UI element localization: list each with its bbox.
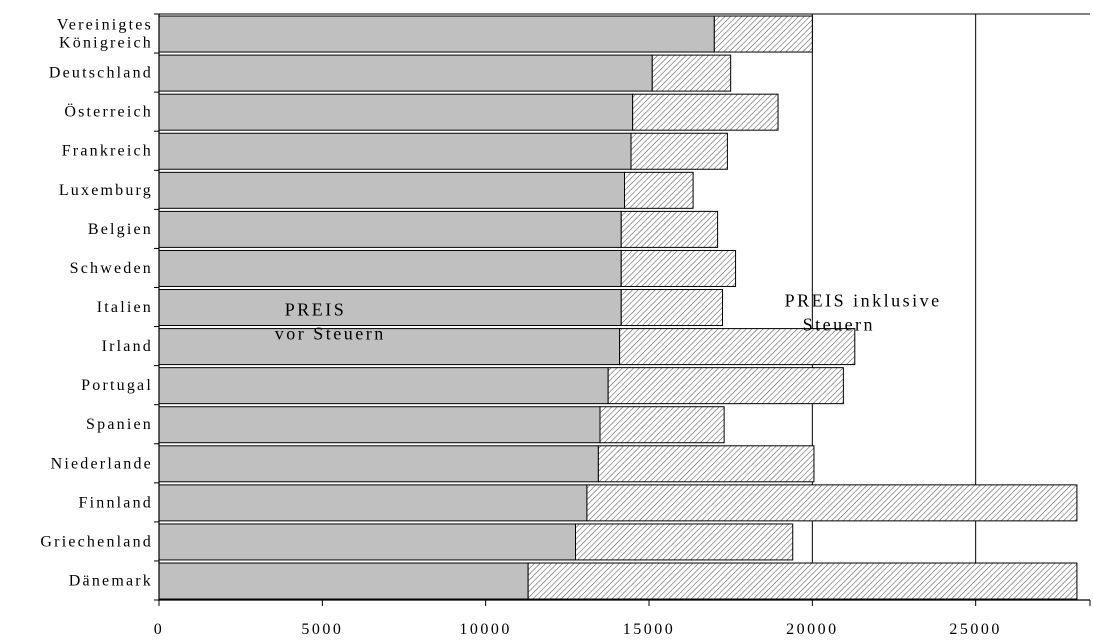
category-label-osterreich: Österreich — [64, 103, 153, 121]
axes — [154, 13, 1091, 606]
bar-base-schweden — [158, 249, 622, 287]
category-label-finnland: Finnland — [79, 494, 154, 511]
bar-base-belgien — [158, 210, 622, 248]
tick-labels: 0 5000 10000 15000 20000 25000 — [154, 621, 1002, 638]
bar-tax-deutschland — [651, 54, 732, 92]
bar-tax-schweden — [620, 249, 737, 287]
category-label-schweden: Schweden — [70, 260, 153, 277]
annotation-1: PREIS vor Steuern — [275, 299, 386, 343]
bar-tax-portugal — [607, 367, 844, 405]
bar-tax-belgien — [620, 210, 719, 248]
category-labels: Vereinigtes Königreich Deutschland Österrei… — [40, 17, 154, 590]
x-tick-label-5000: 5000 — [301, 621, 343, 638]
category-label-belgien: Belgien — [88, 221, 153, 238]
bar-base-frankreich — [158, 132, 632, 170]
bars — [158, 15, 1078, 600]
x-tick-label-20000: 20000 — [786, 621, 839, 638]
bar-tax-luxemburg — [624, 171, 694, 209]
bar-base-finnland — [158, 484, 588, 522]
bar-base-irland — [158, 328, 621, 366]
category-label-spanien: Spanien — [86, 416, 153, 433]
bar-tax-spanien — [599, 406, 725, 444]
category-label-niederlande: Niederlande — [51, 455, 153, 472]
bar-base-luxemburg — [158, 171, 625, 209]
x-tick-label-10000: 10000 — [459, 621, 512, 638]
x-tick-label-15000: 15000 — [623, 621, 676, 638]
bar-tax-vereinigtes-konigreich — [713, 15, 813, 53]
bar-base-portugal — [158, 367, 609, 405]
bar-tax-italien — [620, 289, 724, 327]
category-label-portugal: Portugal — [81, 377, 153, 394]
bar-tax-griechenland — [575, 523, 794, 561]
category-label-vereinigtes-konigreich: Vereinigtes Königreich — [57, 17, 153, 52]
bar-tax-osterreich — [632, 93, 779, 131]
category-label-luxemburg: Luxemburg — [59, 182, 153, 199]
bar-tax-frankreich — [630, 132, 728, 170]
bar-base-deutschland — [158, 54, 653, 92]
bar-base-spanien — [158, 406, 601, 444]
annotations: PREIS vor Steuern PREIS inklusive Steuern — [275, 290, 942, 343]
bar-tax-danemark — [527, 562, 1078, 600]
bar-tax-niederlande — [597, 445, 815, 483]
bar-base-vereinigtes-konigreich — [158, 15, 715, 53]
bar-base-italien — [158, 289, 622, 327]
bar-tax-irland — [619, 328, 856, 366]
category-label-danemark: Dänemark — [69, 573, 153, 590]
category-label-griechenland: Griechenland — [40, 533, 153, 550]
x-tick-label-25000: 25000 — [949, 621, 1002, 638]
category-label-irland: Irland — [102, 338, 153, 355]
bar-base-osterreich — [158, 93, 634, 131]
x-tick-label-0: 0 — [154, 621, 165, 638]
bar-base-danemark — [158, 562, 529, 600]
category-label-frankreich: Frankreich — [62, 143, 153, 160]
bar-base-griechenland — [158, 523, 576, 561]
annotation-2: PREIS inklusive Steuern — [785, 290, 942, 334]
bar-base-niederlande — [158, 445, 599, 483]
category-label-italien: Italien — [97, 299, 153, 316]
bar-tax-finnland — [586, 484, 1078, 522]
category-label-deutschland: Deutschland — [49, 65, 153, 82]
